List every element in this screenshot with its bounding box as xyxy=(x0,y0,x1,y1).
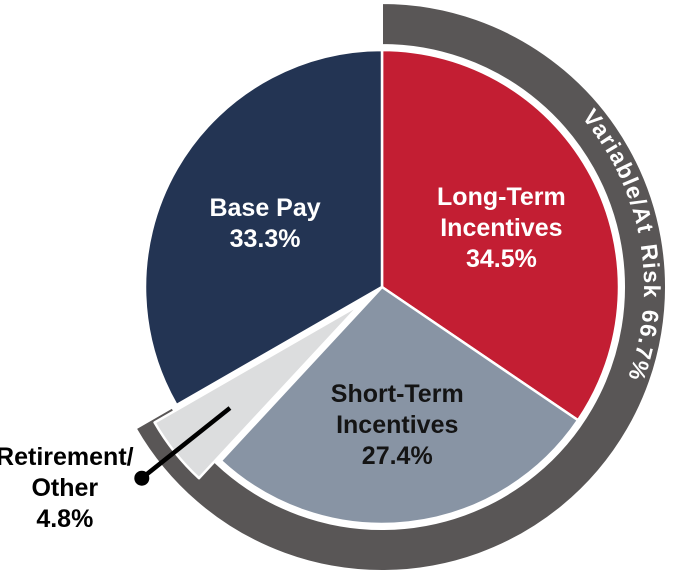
leader-line-retirement-other xyxy=(140,406,232,480)
variable-at-risk-ring xyxy=(134,1,667,572)
pie-slice-short-term-incentives xyxy=(219,285,580,526)
label-retirement-other: Retirement/Other 4.8% xyxy=(0,443,134,533)
leader-dot-retirement-other xyxy=(134,470,150,486)
label-short-term-incentives: Short-Term Incentives 27.4% xyxy=(331,380,464,470)
label-long-term-incentives: Long-Term Incentives 34.5% xyxy=(437,183,566,273)
pie-slice-long-term-incentives xyxy=(380,48,621,422)
label-base-pay: Base Pay 33.3% xyxy=(209,194,320,253)
pie-slice-base-pay xyxy=(143,48,384,407)
